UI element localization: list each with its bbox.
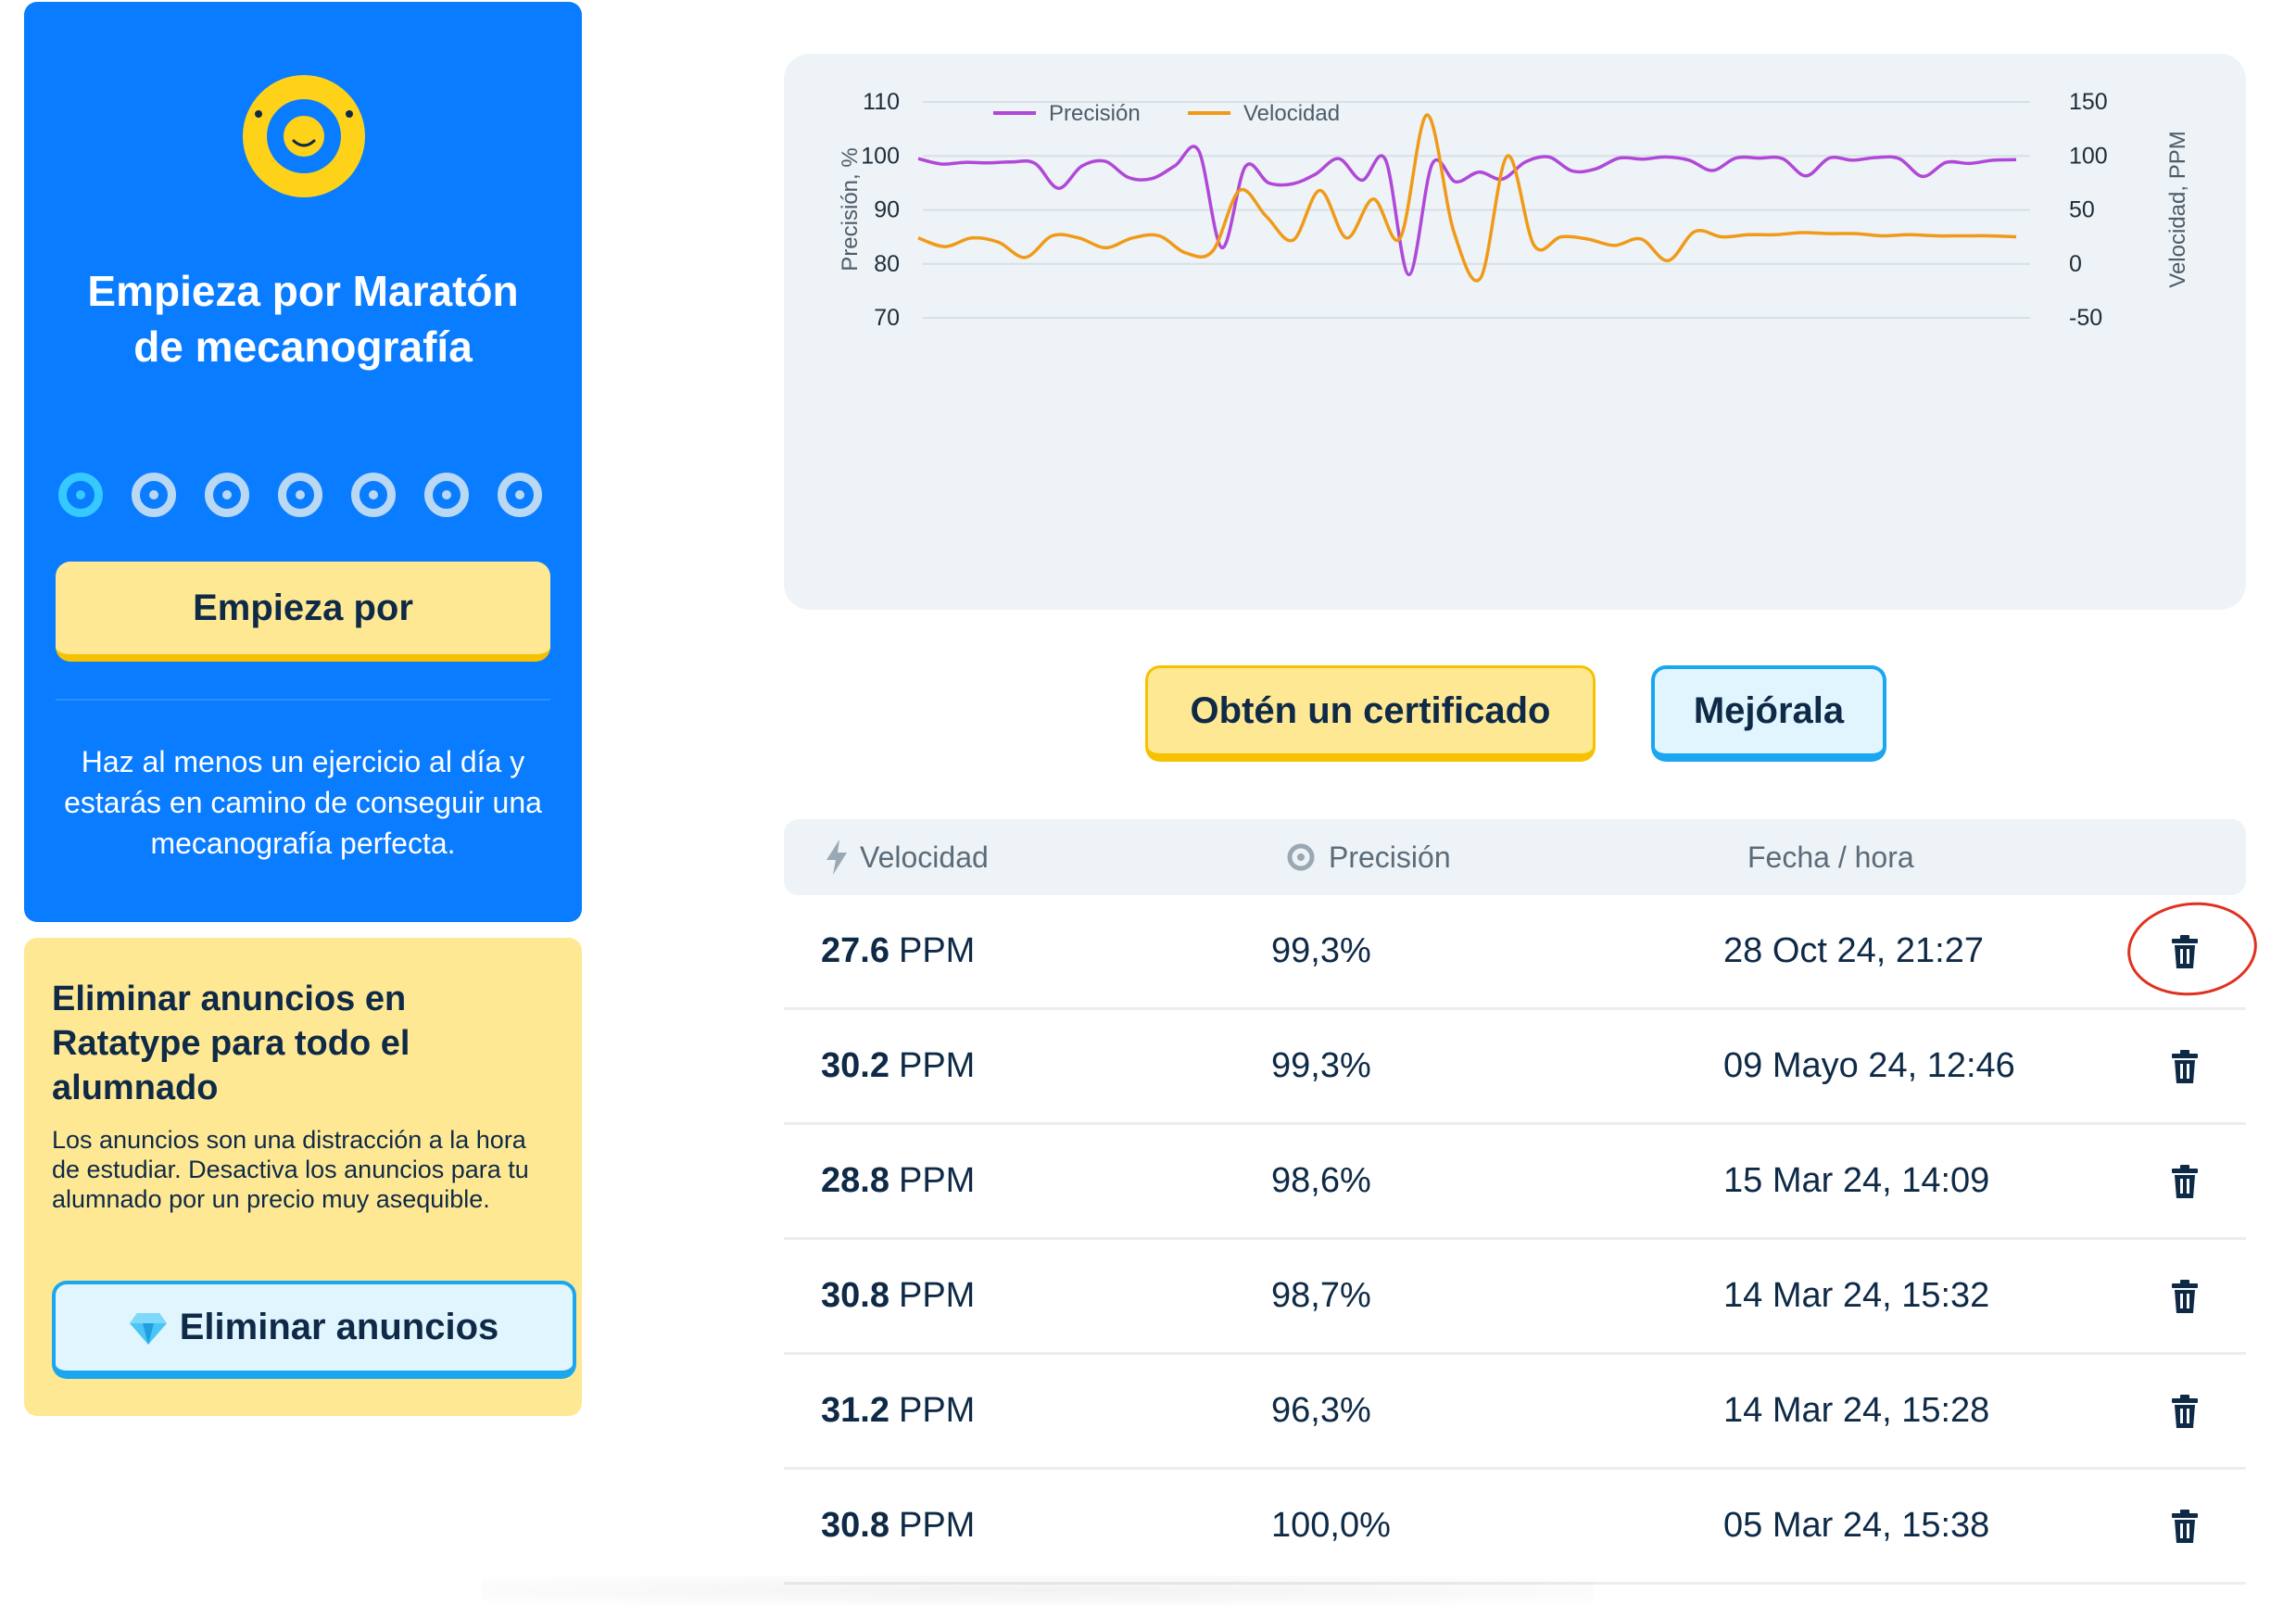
row-speed-unit: PPM (898, 1276, 976, 1315)
header-accuracy: Precisión (1286, 819, 1451, 895)
table-row: 28.8 PPM 98,6% 15 Mar 24, 14:09 (784, 1125, 2246, 1240)
row-date: 28 Oct 24, 21:27 (1723, 931, 1984, 970)
trash-icon (2172, 1279, 2198, 1313)
delete-result-button[interactable] (2164, 1240, 2205, 1352)
progress-dot (498, 473, 542, 517)
y-left-tick-label: 110 (863, 89, 900, 115)
row-speed: 31.2 PPM (821, 1355, 975, 1467)
row-speed-value: 27.6 (821, 931, 889, 970)
y-right-axis-label: Velocidad, PPM (2165, 131, 2190, 287)
diamond-icon (129, 1312, 167, 1345)
row-accuracy: 99,3% (1271, 1046, 1371, 1085)
header-speed: Velocidad (826, 819, 989, 895)
remove-ads-card: Eliminar anuncios en Ratatype para todo … (24, 938, 582, 1416)
y-left-tick-label: 80 (874, 251, 900, 277)
row-speed-value: 30.8 (821, 1506, 889, 1545)
legend-label: Precisión (1049, 101, 1141, 126)
row-accuracy: 96,3% (1271, 1391, 1371, 1430)
row-accuracy: 99,3% (1271, 931, 1371, 970)
trash-icon (2172, 934, 2198, 968)
promo-title: Empieza por Maratón de mecanografía (87, 267, 519, 371)
table-row: 30.8 PPM 98,7% 14 Mar 24, 15:32 (784, 1240, 2246, 1355)
progress-chart-svg: 110 100 90 80 70 150 100 50 0 -50 Precisión, % Velo… (838, 89, 2190, 331)
row-speed-unit: PPM (898, 931, 976, 970)
delete-result-button[interactable] (2164, 1125, 2205, 1237)
row-speed-unit: PPM (898, 1506, 976, 1545)
legend-label: Velocidad (1243, 101, 1340, 126)
row-speed: 30.8 PPM (821, 1240, 975, 1352)
y-right-tick-label: -50 (2069, 305, 2102, 331)
row-speed-unit: PPM (898, 1161, 976, 1200)
y-right-tick-label: 150 (2069, 89, 2108, 115)
trash-icon (2172, 1049, 2198, 1083)
row-date: 14 Mar 24, 15:32 (1723, 1276, 1990, 1315)
results-table: 27.6 PPM 99,3% 28 Oct 24, 21:27 30.2 PPM 99,3%… (784, 895, 2246, 1585)
row-date: 15 Mar 24, 14:09 (1723, 1161, 1990, 1200)
row-accuracy: 98,7% (1271, 1276, 1371, 1315)
ads-title: Eliminar anuncios en Ratatype para todo … (52, 979, 410, 1107)
row-speed: 30.2 PPM (821, 1010, 975, 1122)
header-accuracy-label: Precisión (1329, 840, 1451, 874)
y-right-tick-label: 50 (2069, 197, 2095, 223)
progress-dot (58, 473, 103, 517)
series-line-precision (917, 145, 2017, 277)
header-date: Fecha / hora (1747, 819, 1914, 895)
row-date: 05 Mar 24, 15:38 (1723, 1506, 1990, 1545)
delete-result-button[interactable] (2164, 1010, 2205, 1122)
promo-description: Haz al menos un ejercicio al día y estar… (64, 745, 542, 860)
y-left-axis-label: Precisión, % (838, 147, 863, 271)
progress-dot (351, 473, 396, 517)
y-left-tick-label: 100 (861, 143, 900, 169)
delete-result-button[interactable] (2164, 1355, 2205, 1467)
progress-dot (424, 473, 469, 517)
table-row: 31.2 PPM 96,3% 14 Mar 24, 15:28 (784, 1355, 2246, 1470)
row-speed-unit: PPM (898, 1391, 976, 1430)
row-speed-value: 30.8 (821, 1276, 889, 1315)
row-accuracy: 100,0% (1271, 1506, 1391, 1545)
row-speed-value: 30.2 (821, 1046, 889, 1085)
progress-dot (205, 473, 249, 517)
row-speed: 27.6 PPM (821, 895, 975, 1007)
trash-icon (2172, 1509, 2198, 1543)
row-speed: 28.8 PPM (821, 1125, 975, 1237)
series-line-speed (917, 113, 2017, 283)
bottom-shadow (482, 1575, 1594, 1605)
results-table-header: Velocidad Precisión Fecha / hora (784, 819, 2246, 895)
row-speed-unit: PPM (898, 1046, 976, 1085)
trash-icon (2172, 1164, 2198, 1198)
promo-divider (56, 699, 550, 701)
header-speed-label: Velocidad (860, 840, 989, 874)
target-icon (1287, 843, 1315, 871)
table-row: 30.2 PPM 99,3% 09 Mayo 24, 12:46 (784, 1010, 2246, 1125)
progress-dot (278, 473, 322, 517)
ads-description: Los anuncios son una distracción a la ho… (52, 1126, 529, 1213)
row-speed-value: 28.8 (821, 1161, 889, 1200)
row-accuracy: 98,6% (1271, 1161, 1371, 1200)
get-certificate-button[interactable]: Obtén un certificado (1145, 665, 1596, 762)
marathon-promo-card: Empieza por Maratón de mecanografía Empi… (24, 2, 582, 922)
table-row: 27.6 PPM 99,3% 28 Oct 24, 21:27 (784, 895, 2246, 1010)
progress-dots (58, 473, 559, 524)
row-speed: 30.8 PPM (821, 1470, 975, 1582)
trash-icon (2172, 1394, 2198, 1428)
header-date-label: Fecha / hora (1747, 840, 1914, 874)
mascot-icon (243, 75, 365, 197)
progress-dot (132, 473, 176, 517)
remove-ads-button[interactable]: Eliminar anuncios (52, 1281, 576, 1379)
y-left-tick-label: 70 (874, 305, 900, 331)
delete-result-button[interactable] (2164, 1470, 2205, 1582)
row-speed-value: 31.2 (821, 1391, 889, 1430)
table-row: 30.8 PPM 100,0% 05 Mar 24, 15:38 (784, 1470, 2246, 1585)
y-left-tick-label: 90 (874, 197, 900, 223)
row-date: 09 Mayo 24, 12:46 (1723, 1046, 2015, 1085)
y-right-tick-label: 100 (2069, 143, 2108, 169)
y-right-tick-label: 0 (2069, 251, 2082, 277)
delete-result-button[interactable] (2164, 895, 2205, 1007)
remove-ads-label: Eliminar anuncios (179, 1307, 499, 1347)
progress-chart: 110 100 90 80 70 150 100 50 0 -50 Precisión, % Velo… (784, 54, 2246, 610)
improve-button[interactable]: Mejórala (1651, 665, 1886, 762)
lightning-icon (826, 840, 847, 875)
start-button[interactable]: Empieza por (56, 562, 550, 662)
row-date: 14 Mar 24, 15:28 (1723, 1391, 1990, 1430)
